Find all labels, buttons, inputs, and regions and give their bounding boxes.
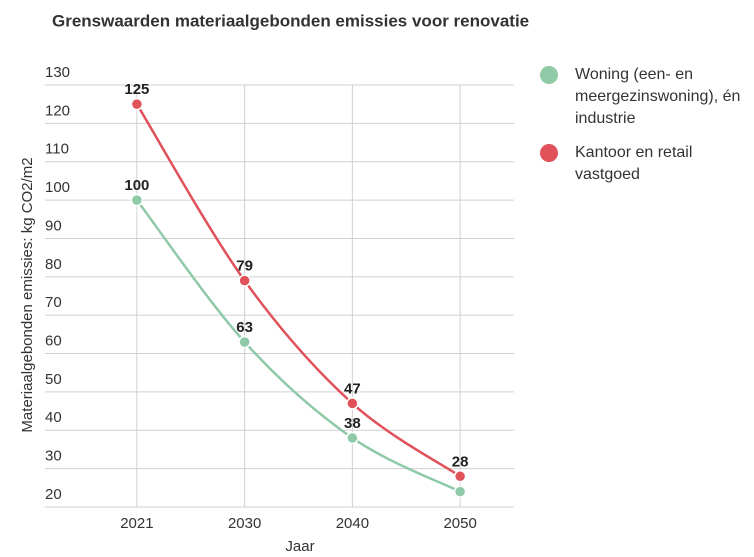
- data-point: [346, 397, 359, 410]
- y-tick-label: 70: [45, 294, 62, 311]
- y-tick-label: 110: [45, 141, 69, 158]
- data-point: [238, 274, 251, 287]
- y-tick-label: 50: [45, 371, 62, 388]
- series-line: [135, 103, 461, 478]
- data-label: 38: [344, 415, 361, 432]
- legend-item: Woning (een- en meergezinswoning), én in…: [540, 64, 750, 130]
- legend-label: Woning (een- en meergezinswoning), én in…: [575, 66, 741, 127]
- x-tick-label: 2021: [120, 515, 153, 532]
- data-point: [346, 431, 359, 445]
- y-tick-label: 120: [45, 102, 70, 119]
- y-tick-label: 30: [45, 448, 62, 465]
- x-tick-label: 2040: [336, 515, 369, 532]
- data-point: [130, 97, 144, 111]
- data-label: 79: [236, 258, 253, 275]
- y-tick-label: 130: [45, 64, 70, 81]
- chart-title: Grenswaarden materiaalgebonden emissies …: [52, 11, 529, 30]
- data-label: 63: [236, 319, 253, 336]
- data-point: [453, 485, 467, 498]
- y-tick-label: 100: [45, 179, 70, 196]
- data-point: [453, 470, 467, 483]
- legend-label: Kantoor en retail vastgoed: [575, 144, 693, 183]
- x-tick-label: 2030: [228, 515, 261, 532]
- y-axis-label: Materiaalgebonden emissies: kg CO2/m2: [19, 157, 36, 432]
- y-tick-label: 80: [45, 256, 62, 273]
- data-point: [130, 193, 144, 207]
- data-label: 47: [344, 380, 361, 397]
- data-label: 100: [124, 177, 149, 194]
- y-tick-label: 60: [45, 333, 62, 350]
- series-line: [135, 199, 461, 493]
- x-axis-label: Jaar: [285, 538, 314, 555]
- y-tick-label: 40: [45, 409, 62, 426]
- data-point: [238, 335, 251, 349]
- legend: Woning (een- en meergezinswoning), én in…: [540, 64, 750, 198]
- legend-item: Kantoor en retail vastgoed: [540, 142, 750, 186]
- y-tick-label: 90: [45, 217, 62, 234]
- y-tick-label: 20: [45, 486, 62, 503]
- legend-swatch: [540, 66, 558, 84]
- data-label: 125: [124, 81, 149, 98]
- x-tick-label: 2050: [443, 515, 476, 532]
- data-label: 28: [452, 453, 469, 470]
- legend-swatch: [540, 144, 558, 162]
